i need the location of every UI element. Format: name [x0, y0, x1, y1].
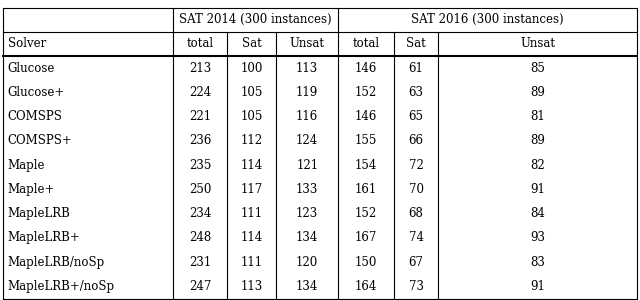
Text: 123: 123	[296, 207, 318, 220]
Text: MapleLRB: MapleLRB	[8, 207, 70, 220]
Text: 224: 224	[189, 86, 211, 99]
Text: 155: 155	[355, 134, 377, 147]
Text: 231: 231	[189, 256, 211, 268]
Text: 117: 117	[241, 183, 263, 196]
Text: 120: 120	[296, 256, 318, 268]
Text: 161: 161	[355, 183, 377, 196]
Text: 63: 63	[408, 86, 424, 99]
Text: 89: 89	[530, 134, 545, 147]
Text: Sat: Sat	[242, 38, 262, 50]
Text: 146: 146	[355, 61, 377, 75]
Text: 91: 91	[530, 280, 545, 293]
Text: 236: 236	[189, 134, 211, 147]
Text: 68: 68	[408, 207, 424, 220]
Text: 124: 124	[296, 134, 318, 147]
Text: Sat: Sat	[406, 38, 426, 50]
Text: 82: 82	[530, 159, 545, 172]
Text: 111: 111	[241, 207, 263, 220]
Text: 134: 134	[296, 280, 318, 293]
Text: 89: 89	[530, 86, 545, 99]
Text: 167: 167	[355, 231, 377, 244]
Text: 73: 73	[408, 280, 424, 293]
Text: 112: 112	[241, 134, 263, 147]
Text: 114: 114	[241, 231, 263, 244]
Text: 134: 134	[296, 231, 318, 244]
Text: 65: 65	[408, 110, 424, 123]
Text: 93: 93	[530, 231, 545, 244]
Text: 150: 150	[355, 256, 377, 268]
Text: SAT 2014 (300 instances): SAT 2014 (300 instances)	[179, 13, 332, 26]
Text: 235: 235	[189, 159, 211, 172]
Text: 83: 83	[530, 256, 545, 268]
Text: 100: 100	[241, 61, 263, 75]
Text: 133: 133	[296, 183, 318, 196]
Text: MapleLRB/noSp: MapleLRB/noSp	[8, 256, 105, 268]
Text: 74: 74	[408, 231, 424, 244]
Text: 247: 247	[189, 280, 211, 293]
Text: Solver: Solver	[8, 38, 46, 50]
Text: Maple+: Maple+	[8, 183, 55, 196]
Text: 67: 67	[408, 256, 424, 268]
Text: 146: 146	[355, 110, 377, 123]
Text: 152: 152	[355, 207, 377, 220]
Text: total: total	[352, 38, 380, 50]
Text: Unsat: Unsat	[290, 38, 324, 50]
Text: 70: 70	[408, 183, 424, 196]
Text: 152: 152	[355, 86, 377, 99]
Text: SAT 2016 (300 instances): SAT 2016 (300 instances)	[411, 13, 564, 26]
Text: 105: 105	[241, 86, 263, 99]
Text: COMSPS: COMSPS	[8, 110, 63, 123]
Text: total: total	[186, 38, 214, 50]
Text: 248: 248	[189, 231, 211, 244]
Text: 91: 91	[530, 183, 545, 196]
Text: 72: 72	[408, 159, 424, 172]
Text: MapleLRB+: MapleLRB+	[8, 231, 81, 244]
Text: MapleLRB+/noSp: MapleLRB+/noSp	[8, 280, 115, 293]
Text: COMSPS+: COMSPS+	[8, 134, 72, 147]
Text: 234: 234	[189, 207, 211, 220]
Text: 113: 113	[241, 280, 263, 293]
Text: 66: 66	[408, 134, 424, 147]
Text: 213: 213	[189, 61, 211, 75]
Text: Glucose+: Glucose+	[8, 86, 65, 99]
Text: 221: 221	[189, 110, 211, 123]
Text: 164: 164	[355, 280, 377, 293]
Text: Glucose: Glucose	[8, 61, 55, 75]
Text: 250: 250	[189, 183, 211, 196]
Text: 121: 121	[296, 159, 318, 172]
Text: 154: 154	[355, 159, 377, 172]
Text: 119: 119	[296, 86, 318, 99]
Text: 81: 81	[530, 110, 545, 123]
Text: Unsat: Unsat	[520, 38, 555, 50]
Text: Maple: Maple	[8, 159, 45, 172]
Text: 85: 85	[530, 61, 545, 75]
Text: 116: 116	[296, 110, 318, 123]
Text: 111: 111	[241, 256, 263, 268]
Text: 113: 113	[296, 61, 318, 75]
Text: 61: 61	[408, 61, 424, 75]
Text: 84: 84	[530, 207, 545, 220]
Text: 105: 105	[241, 110, 263, 123]
Text: 114: 114	[241, 159, 263, 172]
